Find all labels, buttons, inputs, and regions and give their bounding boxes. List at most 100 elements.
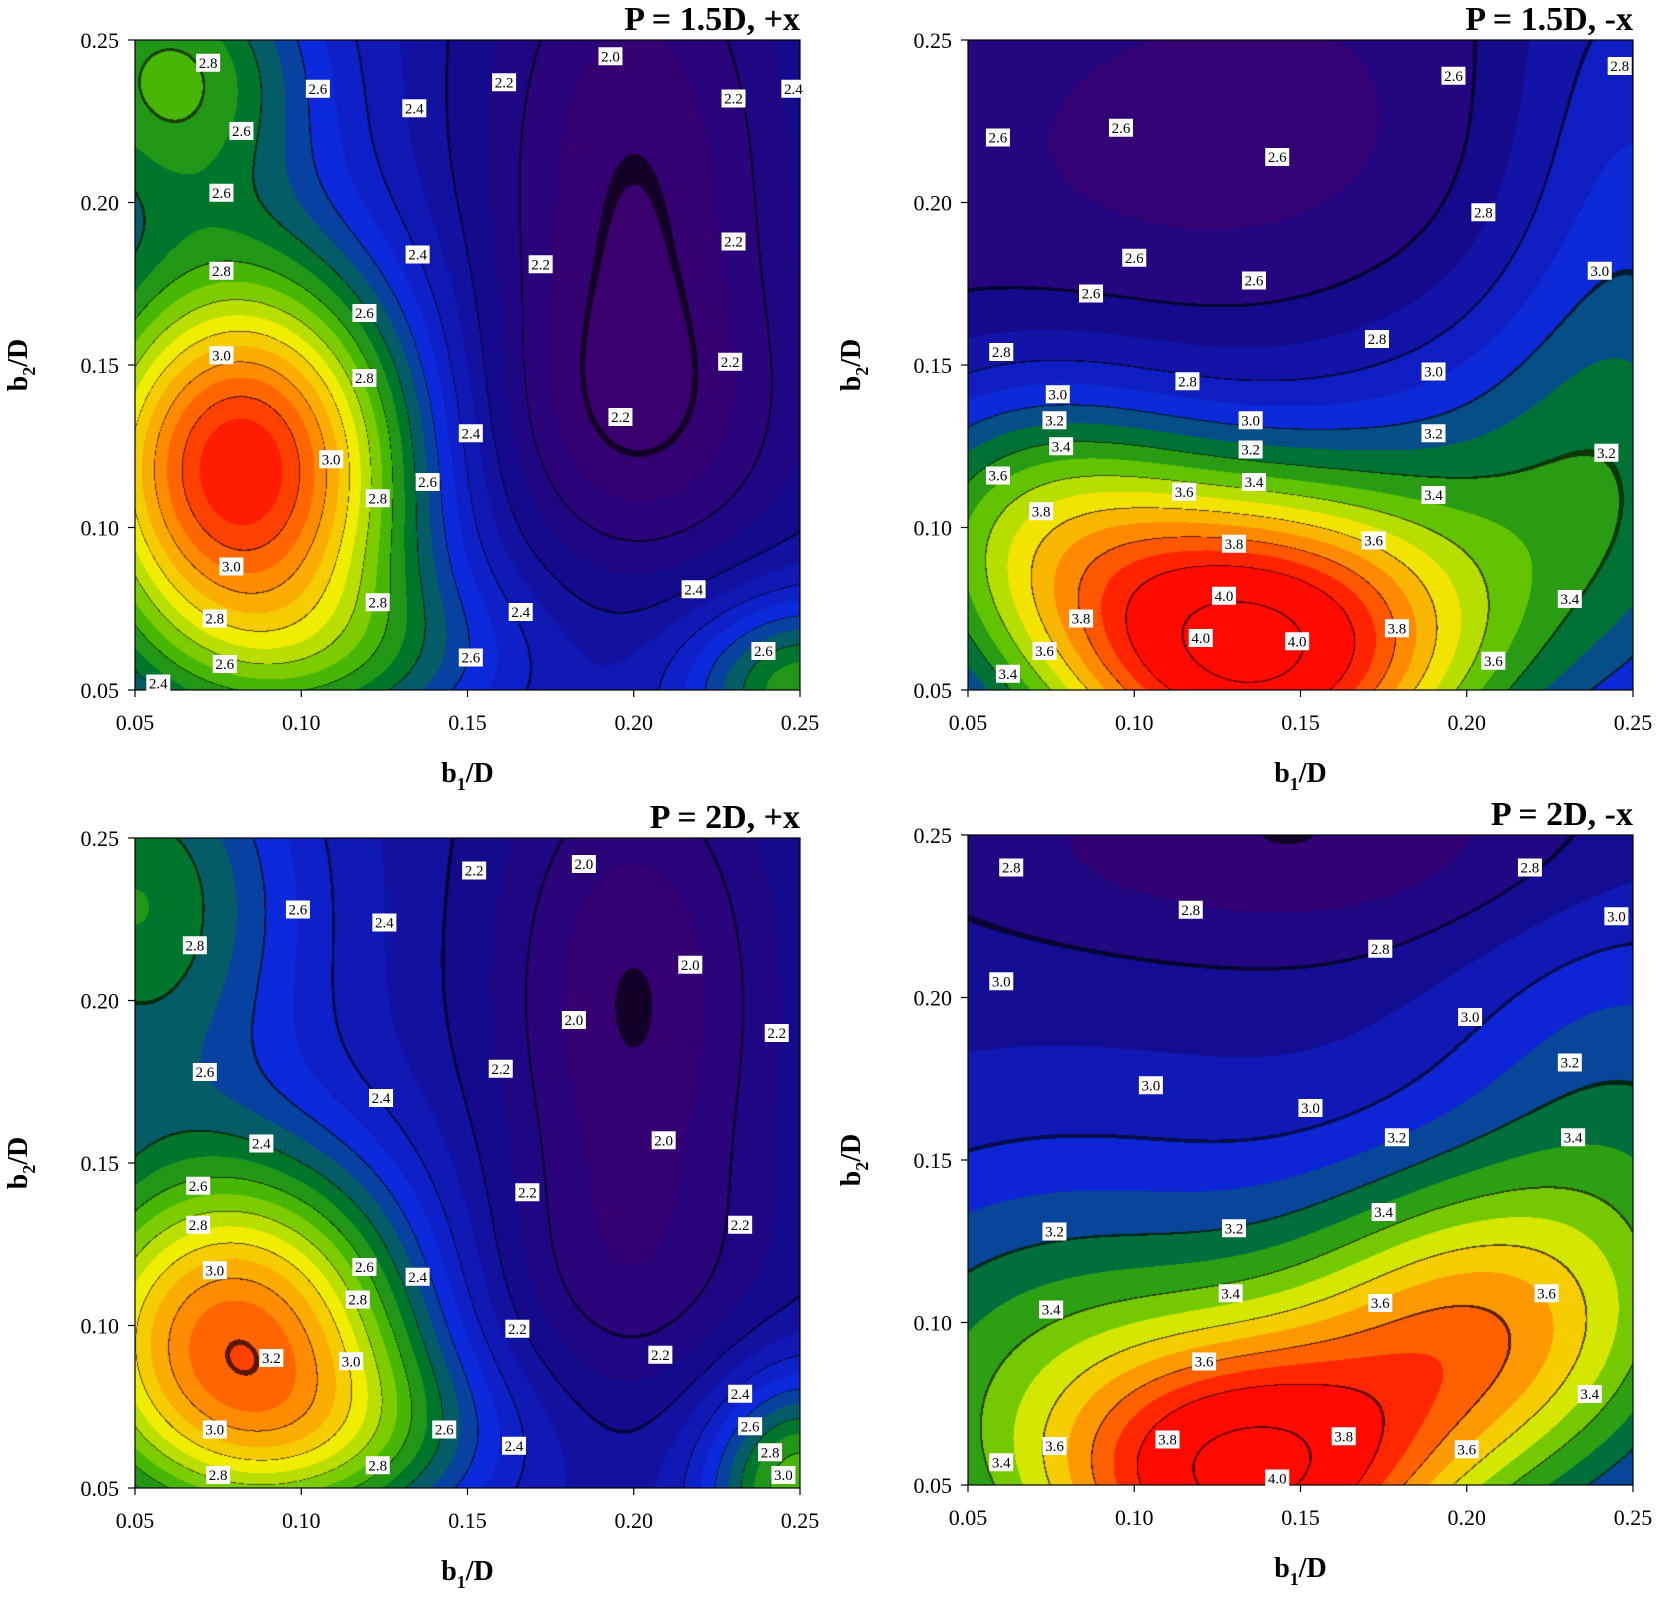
contour-label: 2.4 xyxy=(252,1137,271,1153)
x-tick-label: 0.25 xyxy=(1614,710,1653,735)
contour-label-box xyxy=(598,47,623,66)
contour-label: 2.4 xyxy=(784,82,803,98)
contour-label-box xyxy=(369,1089,394,1107)
y-tick-label: 0.10 xyxy=(81,516,120,541)
contour-label-box xyxy=(196,53,221,72)
contour-label: 3.0 xyxy=(1424,365,1443,381)
contour-label: 2.2 xyxy=(767,1026,786,1042)
contour-label-box xyxy=(1039,1300,1064,1319)
contour-label: 2.0 xyxy=(565,1013,584,1029)
contour-label: 3.0 xyxy=(212,348,231,364)
y-tick-label: 0.25 xyxy=(81,28,120,53)
contour-label: 4.0 xyxy=(1268,1472,1287,1488)
y-tick-label: 0.20 xyxy=(81,989,120,1014)
contour-label-box xyxy=(202,1261,227,1280)
contour-label: 3.6 xyxy=(1457,1442,1476,1458)
contour-label: 2.2 xyxy=(491,1062,510,1078)
contour-label: 2.8 xyxy=(199,56,218,72)
contour-label: 2.6 xyxy=(189,1179,208,1195)
contour-label-box xyxy=(202,1420,227,1439)
contour-label: 3.0 xyxy=(1048,387,1067,403)
contour-label: 2.0 xyxy=(601,49,620,65)
contour-label: 2.4 xyxy=(731,1387,750,1403)
contour-label-box xyxy=(1029,502,1054,521)
y-tick-label: 0.25 xyxy=(81,826,120,851)
contour-label: 3.8 xyxy=(1158,1433,1177,1449)
y-axis-label: b2/D xyxy=(3,1137,39,1190)
contour-label-box xyxy=(1421,486,1446,504)
contour-label: 3.0 xyxy=(1607,909,1626,925)
contour-label: 2.8 xyxy=(1368,332,1387,348)
y-tick-label: 0.25 xyxy=(914,28,953,53)
contour-label: 2.2 xyxy=(611,410,630,426)
contour-label: 3.6 xyxy=(1175,485,1194,501)
contour-label: 3.4 xyxy=(1424,488,1443,504)
contour-label: 2.2 xyxy=(731,1218,750,1234)
contour-label: 2.8 xyxy=(189,1218,208,1234)
contour-label: 2.2 xyxy=(651,1348,670,1364)
contour-label: 3.2 xyxy=(1597,446,1616,462)
contour-label: 2.8 xyxy=(205,612,224,628)
contour-label-box xyxy=(352,1258,377,1276)
contour-label-box xyxy=(999,858,1024,877)
contour-label: 2.6 xyxy=(1268,150,1287,166)
contour-label: 3.4 xyxy=(1580,1387,1599,1403)
contour-panel-2: P = 1.5D, -x 0.05 0.10 0.15 0.20 0.25 0.05 0.10… xyxy=(836,1,1652,794)
contour-label: 2.6 xyxy=(1125,251,1144,267)
contour-label: 2.6 xyxy=(741,1419,760,1435)
contour-label-box xyxy=(1241,271,1266,290)
contour-label-box xyxy=(405,245,430,264)
x-tick-label: 0.25 xyxy=(781,1508,820,1533)
contour-label-box xyxy=(146,674,171,693)
x-tick-label: 0.20 xyxy=(1448,710,1487,735)
contour-label: 2.8 xyxy=(1521,861,1540,877)
x-tick-label: 0.05 xyxy=(949,710,988,735)
contour-label: 2.2 xyxy=(495,75,514,91)
contour-label: 2.4 xyxy=(149,677,168,693)
contour-label: 2.6 xyxy=(195,1065,214,1081)
contour-label-box xyxy=(458,424,483,443)
contour-panel-4: P = 2D, -x 0.05 0.10 0.15 0.20 0.25 0.05 0.10 0.… xyxy=(836,796,1652,1589)
contour-label-box xyxy=(186,1215,211,1234)
contour-label-box xyxy=(352,304,377,322)
contour-label-box xyxy=(1238,411,1263,430)
x-tick-label: 0.10 xyxy=(1115,710,1154,735)
contour-label-box xyxy=(1587,261,1612,280)
contour-label: 2.8 xyxy=(1002,861,1021,877)
contour-label-box xyxy=(1517,858,1542,877)
contour-label-box xyxy=(285,900,310,919)
contour-label-box xyxy=(1561,1128,1586,1147)
contour-label: 2.6 xyxy=(232,124,251,140)
contour-label-box xyxy=(1577,1385,1602,1403)
contour-label-box xyxy=(492,73,517,92)
contour-label-box xyxy=(1212,586,1237,605)
contour-label: 2.4 xyxy=(684,582,703,598)
y-tick-label: 0.15 xyxy=(81,353,120,378)
contour-label-box xyxy=(1222,1219,1246,1238)
contour-label: 3.0 xyxy=(205,1263,224,1279)
contour-label: 2.8 xyxy=(1371,942,1390,958)
x-tick-label: 0.05 xyxy=(116,1508,155,1533)
contour-label-box xyxy=(1175,372,1200,391)
contour-label: 2.4 xyxy=(461,426,480,442)
contour-label-box xyxy=(202,609,227,628)
contour-label: 3.8 xyxy=(1225,537,1244,553)
contour-label: 3.2 xyxy=(1560,1056,1579,1072)
contour-label-box xyxy=(1557,1053,1582,1072)
contour-label: 2.6 xyxy=(1245,274,1264,290)
contour-label: 2.4 xyxy=(408,248,427,264)
contour-label: 3.2 xyxy=(1424,426,1443,442)
contour-label-box xyxy=(192,1063,217,1081)
contour-label-box xyxy=(229,122,254,140)
contour-label-box xyxy=(365,1456,390,1475)
contour-label-box xyxy=(989,343,1014,361)
y-tick-label: 0.05 xyxy=(81,678,120,703)
contour-label-box xyxy=(365,593,390,612)
contour-panel-1: P = 1.5D, +x 0.05 0.10 0.15 0.20 0.25 0.05 0.10… xyxy=(3,1,819,794)
contour-label: 3.4 xyxy=(992,1455,1011,1471)
contour-label-box xyxy=(758,1443,783,1462)
contour-label: 2.6 xyxy=(418,475,437,491)
contour-label: 3.0 xyxy=(992,974,1011,990)
x-tick-label: 0.10 xyxy=(1115,1505,1154,1530)
y-tick-label: 0.20 xyxy=(914,986,953,1011)
